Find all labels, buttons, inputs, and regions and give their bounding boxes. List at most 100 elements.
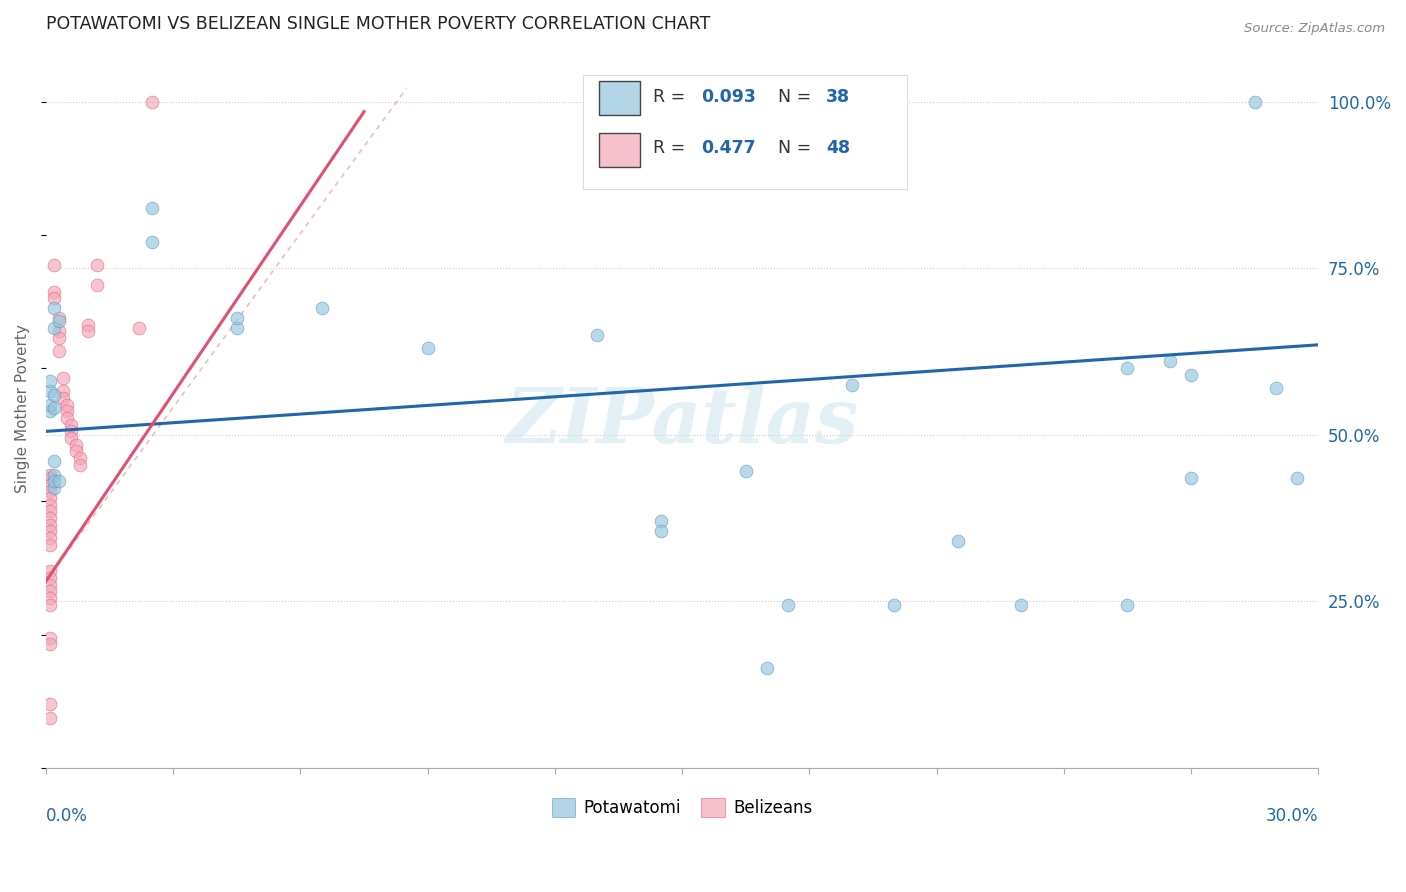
Point — [734, 464, 756, 478]
Point — [1180, 471, 1202, 485]
Point — [44, 301, 66, 315]
Point — [778, 598, 800, 612]
FancyBboxPatch shape — [599, 133, 640, 167]
Point — [39, 524, 62, 539]
Text: Source: ZipAtlas.com: Source: ZipAtlas.com — [1244, 22, 1385, 36]
Point — [841, 377, 863, 392]
Point — [39, 598, 62, 612]
Point — [416, 341, 439, 355]
Point — [1010, 598, 1032, 612]
Text: 48: 48 — [825, 139, 851, 157]
Point — [44, 291, 66, 305]
Point — [44, 481, 66, 495]
Point — [225, 311, 247, 326]
Point — [56, 411, 79, 425]
Point — [39, 538, 62, 552]
Point — [60, 425, 83, 439]
Point — [39, 491, 62, 505]
Point — [44, 454, 66, 468]
Point — [44, 258, 66, 272]
Point — [48, 325, 70, 339]
Point — [39, 498, 62, 512]
Point — [60, 417, 83, 432]
Legend: Potawatomi, Belizeans: Potawatomi, Belizeans — [546, 791, 818, 824]
Point — [586, 327, 609, 342]
Point — [48, 311, 70, 326]
Point — [52, 384, 75, 399]
Point — [39, 375, 62, 389]
Point — [141, 201, 163, 215]
Point — [39, 517, 62, 532]
Point — [48, 344, 70, 359]
Point — [39, 471, 62, 485]
Point — [1286, 471, 1309, 485]
Text: N =: N = — [768, 87, 817, 105]
Point — [39, 591, 62, 605]
Point — [48, 331, 70, 345]
Point — [44, 321, 66, 335]
Point — [60, 431, 83, 445]
Text: POTAWATOMI VS BELIZEAN SINGLE MOTHER POVERTY CORRELATION CHART: POTAWATOMI VS BELIZEAN SINGLE MOTHER POV… — [46, 15, 710, 33]
Point — [39, 504, 62, 518]
Point — [39, 564, 62, 578]
Point — [44, 285, 66, 299]
Point — [650, 524, 672, 539]
Point — [1264, 381, 1286, 395]
Point — [755, 661, 778, 675]
Point — [39, 577, 62, 591]
Point — [39, 511, 62, 525]
Point — [141, 95, 163, 109]
Point — [44, 388, 66, 402]
Text: 0.477: 0.477 — [702, 139, 756, 157]
Point — [86, 277, 108, 292]
Point — [39, 467, 62, 482]
Point — [56, 404, 79, 418]
Text: 30.0%: 30.0% — [1265, 807, 1319, 825]
Text: N =: N = — [768, 139, 817, 157]
Point — [69, 450, 91, 465]
Point — [52, 371, 75, 385]
Point — [141, 235, 163, 249]
Point — [128, 321, 150, 335]
Point — [39, 477, 62, 491]
Point — [39, 638, 62, 652]
Text: 0.093: 0.093 — [702, 87, 756, 105]
Point — [65, 438, 87, 452]
Point — [39, 584, 62, 599]
Y-axis label: Single Mother Poverty: Single Mother Poverty — [15, 324, 30, 492]
Point — [77, 318, 100, 332]
Point — [65, 444, 87, 458]
FancyBboxPatch shape — [599, 81, 640, 115]
Text: 38: 38 — [825, 87, 851, 105]
Point — [39, 398, 62, 412]
Point — [1116, 598, 1139, 612]
Point — [1243, 95, 1265, 109]
Text: 0.0%: 0.0% — [46, 807, 87, 825]
Text: ZIPatlas: ZIPatlas — [506, 385, 859, 459]
Point — [1116, 361, 1139, 376]
Point — [86, 258, 108, 272]
Point — [311, 301, 333, 315]
Point — [39, 404, 62, 418]
Point — [48, 314, 70, 328]
Point — [39, 571, 62, 585]
Point — [48, 475, 70, 489]
Point — [39, 484, 62, 499]
Point — [44, 401, 66, 415]
Point — [39, 698, 62, 712]
Point — [1159, 354, 1181, 368]
Point — [39, 631, 62, 645]
Point — [77, 325, 100, 339]
Point — [52, 391, 75, 405]
Point — [1180, 368, 1202, 382]
Point — [946, 534, 969, 549]
Point — [69, 458, 91, 472]
Point — [39, 531, 62, 545]
Text: R =: R = — [652, 139, 690, 157]
Point — [44, 467, 66, 482]
Point — [39, 384, 62, 399]
Point — [39, 711, 62, 725]
Point — [225, 321, 247, 335]
Point — [650, 514, 672, 528]
Text: R =: R = — [652, 87, 690, 105]
